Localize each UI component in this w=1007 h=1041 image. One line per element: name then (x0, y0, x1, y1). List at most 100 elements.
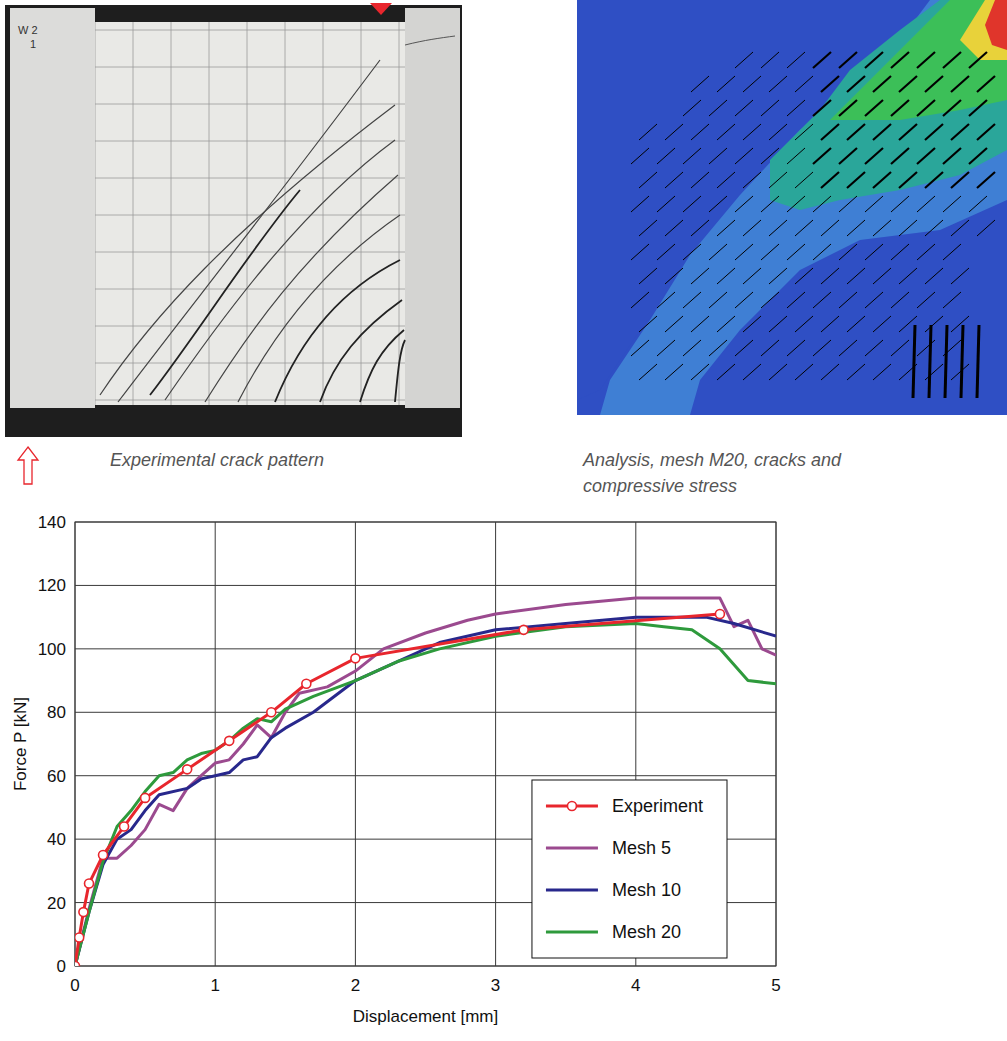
crack-mark (769, 172, 787, 188)
crack (238, 215, 400, 402)
crack-mark (969, 100, 987, 116)
crack-mark (917, 196, 935, 212)
legend: ExperimentMesh 5Mesh 10Mesh 20 (532, 780, 727, 958)
experiment-photo: W 21 (5, 5, 462, 437)
legend-swatch (546, 847, 598, 850)
crack-mark (865, 340, 883, 356)
y-tick-label: 120 (38, 576, 66, 595)
contour-zone (600, 0, 1007, 415)
series-line (75, 598, 776, 966)
legend-swatch (546, 931, 598, 934)
series-marker (183, 765, 192, 774)
crack-mark (873, 364, 891, 380)
crack-mark (795, 364, 813, 380)
x-tick-label: 1 (210, 976, 219, 995)
photo-grid (95, 215, 407, 216)
load-marker (370, 3, 392, 15)
crack-mark (795, 124, 813, 140)
photo-grid (95, 141, 407, 142)
crack-mark (951, 76, 969, 92)
crack-mark (691, 364, 709, 380)
y-tick-label: 60 (47, 767, 66, 786)
specimen-label: 1 (30, 38, 36, 50)
photo-grid (95, 30, 407, 31)
crack-mark (865, 244, 883, 260)
crack-mark (943, 100, 961, 116)
crack-mark (717, 364, 735, 380)
crack-mark (639, 268, 657, 284)
crack-mark (665, 124, 683, 140)
crack-mark (795, 316, 813, 332)
crack-mark (743, 172, 761, 188)
crack-mark (743, 316, 761, 332)
crack-mark (945, 325, 947, 398)
crack (205, 175, 398, 402)
photo-grid (95, 67, 407, 68)
crack-mark (761, 52, 779, 68)
crack-mark (639, 172, 657, 188)
crack-mark (925, 316, 943, 332)
crack-mark (761, 100, 779, 116)
crack-mark (717, 316, 735, 332)
crack-mark (795, 268, 813, 284)
grid-line (495, 522, 496, 966)
crack-mark (665, 364, 683, 380)
series-marker (351, 654, 360, 663)
crack-mark (943, 148, 961, 164)
series-marker (85, 879, 94, 888)
crack-mark (821, 364, 839, 380)
crack-mark (813, 100, 831, 116)
crack-mark (761, 292, 779, 308)
crack-mark (665, 172, 683, 188)
crack-mark (769, 364, 787, 380)
crack (275, 260, 400, 402)
crack-mark (683, 148, 701, 164)
legend-label: Mesh 5 (612, 838, 671, 858)
crack-mark (769, 76, 787, 92)
contour-zone (985, 0, 1007, 50)
crack-mark (787, 148, 805, 164)
photo-grid (171, 22, 172, 405)
crack-mark (917, 292, 935, 308)
crack-mark (899, 76, 917, 92)
series-marker (120, 822, 129, 831)
crack-mark (787, 292, 805, 308)
crack-mark (761, 244, 779, 260)
crack-mark (735, 148, 753, 164)
crack-mark (735, 244, 753, 260)
crack (395, 340, 405, 402)
contour-zone (960, 0, 1007, 60)
crack-mark (839, 292, 857, 308)
crack-mark (899, 124, 917, 140)
crack-mark (917, 148, 935, 164)
crack-mark (943, 196, 961, 212)
crack-mark (787, 52, 805, 68)
crack-mark (899, 220, 917, 236)
crack-mark (925, 76, 943, 92)
crack-mark (969, 148, 987, 164)
contour-base (577, 0, 1007, 415)
x-axis-title: Displacement [mm] (353, 1007, 498, 1026)
crack-mark (639, 220, 657, 236)
crack-mark (943, 244, 961, 260)
crack-mark (847, 364, 865, 380)
crack (360, 330, 404, 402)
chart: 020406080100120140012345Displacement [mm… (11, 513, 781, 1026)
series-line (75, 623, 776, 966)
contour-zone (830, 0, 1007, 120)
x-tick-label: 3 (491, 976, 500, 995)
crack-mark (717, 220, 735, 236)
crack-mark (821, 268, 839, 284)
crack-mark (891, 148, 909, 164)
crack-mark (951, 172, 969, 188)
crack-mark (743, 220, 761, 236)
crack-mark (951, 220, 969, 236)
crack-mark (813, 196, 831, 212)
y-tick-label: 80 (47, 703, 66, 722)
x-tick-label: 0 (70, 976, 79, 995)
crack-mark (821, 220, 839, 236)
x-tick-label: 2 (351, 976, 360, 995)
caption-line: compressive stress (583, 476, 737, 496)
crack (165, 140, 395, 400)
series-marker (267, 708, 276, 717)
